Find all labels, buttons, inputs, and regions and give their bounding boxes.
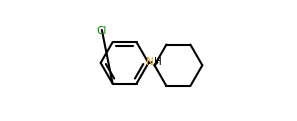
Text: Cl: Cl xyxy=(97,26,107,36)
Text: N: N xyxy=(146,57,154,67)
Text: H: H xyxy=(154,57,162,67)
